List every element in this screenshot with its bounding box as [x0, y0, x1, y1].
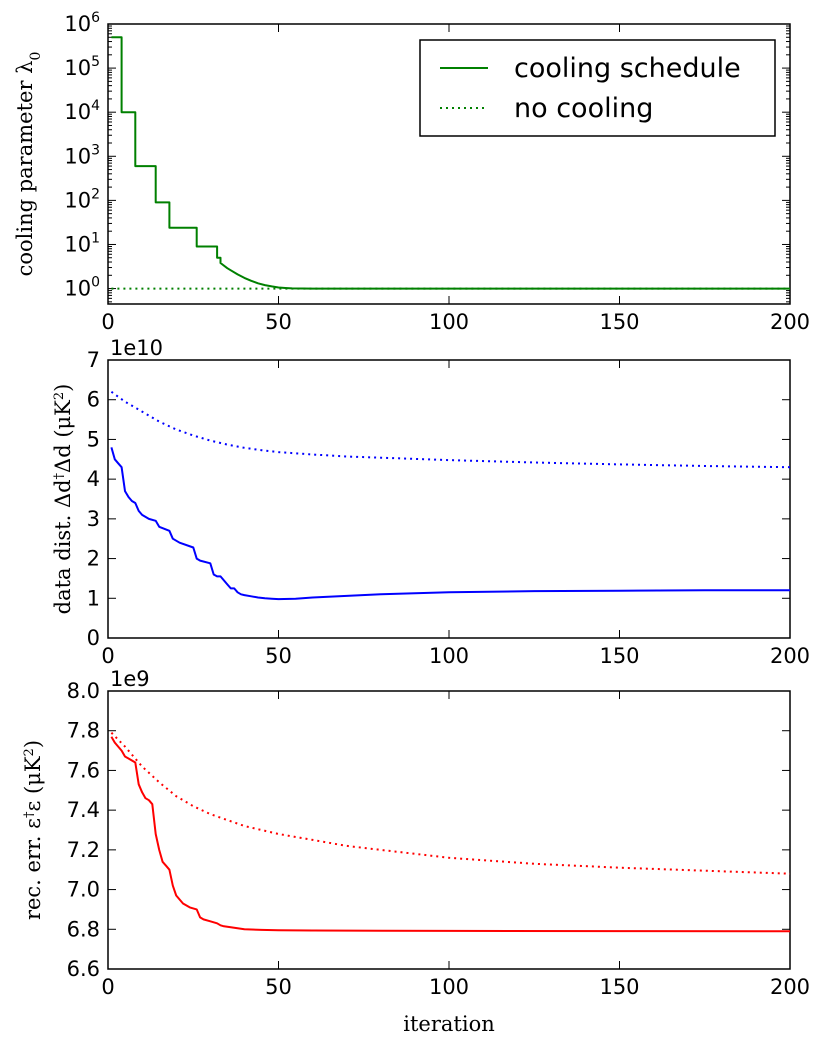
series-line-cooling-schedule: [110, 736, 791, 933]
panel-reconstruction-error: 6.6 6.8 7.0 7.2 7.4 7.6 7.8 8.0 0 50 100 150 200 1e…: [21, 667, 810, 1036]
plot-series-2: [110, 390, 791, 601]
plot-frame-3: [107, 690, 791, 970]
y-tick-label: 102: [64, 186, 100, 212]
y-tick-label: 4: [87, 467, 100, 491]
y-tick-labels-2: 0 1 2 3 4 5 6 7: [87, 348, 100, 650]
y-tick-labels-1: 100 101 102 103 104 105 106: [64, 10, 100, 301]
y-tick-label: 103: [64, 142, 100, 168]
x-tick-label: 200: [770, 310, 810, 334]
y-tick-label: 1: [87, 586, 100, 610]
x-tick-label: 0: [101, 975, 114, 999]
x-tick-label: 150: [599, 975, 639, 999]
series-line-cooling-schedule: [111, 36, 790, 290]
y-tick-label: 6.8: [67, 917, 100, 941]
y-tick-label: 7.6: [67, 758, 100, 782]
x-tick-labels-1: 0 50 100 150 200: [101, 310, 810, 334]
series-line-cooling-schedule: [110, 447, 790, 601]
legend: cooling schedule no cooling: [419, 39, 776, 137]
x-tick-label: 150: [599, 644, 639, 668]
y-tick-labels-3: 6.6 6.8 7.0 7.2 7.4 7.6 7.8 8.0: [67, 679, 100, 981]
y-tick-label: 7.0: [67, 878, 100, 902]
x-tick-label: 50: [265, 310, 292, 334]
x-tick-label: 150: [599, 310, 639, 334]
y-tick-label: 5: [87, 427, 100, 451]
plot-series-1: [111, 36, 790, 290]
y-tick-label: 100: [64, 275, 100, 301]
y-tick-label: 106: [64, 10, 100, 36]
y-tick-label: 6: [87, 388, 100, 412]
y-tick-label: 6.6: [67, 957, 100, 981]
x-tick-label: 0: [101, 644, 114, 668]
y-tick-label: 7: [87, 348, 100, 372]
x-tick-labels-3: 0 50 100 150 200: [101, 975, 810, 999]
x-tick-label: 50: [265, 644, 292, 668]
plot-series-3: [110, 732, 791, 933]
x-axis-label: iteration: [403, 1012, 494, 1036]
x-tick-label: 0: [101, 310, 114, 334]
y-tick-label: 105: [64, 54, 100, 80]
legend-box: [419, 39, 776, 137]
panel-cooling-parameter: 100 101 102 103 104 105 106 0 50 100 150 200 cooli…: [13, 10, 810, 334]
y-tick-label: 7.8: [67, 719, 100, 743]
y-tick-label: 2: [87, 547, 100, 571]
y-tick-label: 3: [87, 507, 100, 531]
y-tick-label: 101: [64, 230, 100, 256]
x-tick-label: 50: [265, 975, 292, 999]
y-axis-label-1: cooling parameter λ0: [13, 52, 44, 277]
x-tick-label: 200: [770, 975, 810, 999]
series-line-no-cooling: [110, 732, 791, 875]
x-tick-label: 100: [429, 644, 469, 668]
x-tick-label: 100: [429, 975, 469, 999]
legend-label-cooling: cooling schedule: [514, 53, 741, 84]
y-tick-label: 0: [87, 626, 100, 650]
plot-ticks-3: [107, 690, 791, 970]
offset-text-2: 1e10: [110, 336, 163, 360]
plot-ticks-2: [107, 359, 791, 639]
y-tick-label: 104: [64, 98, 100, 124]
x-tick-labels-2: 0 50 100 150 200: [101, 644, 810, 668]
x-tick-label: 200: [770, 644, 810, 668]
plot-frame-2: [107, 359, 791, 639]
y-tick-label: 7.2: [67, 838, 100, 862]
y-axis-label-2: data dist. Δd†Δd (μK2): [51, 384, 75, 615]
x-tick-label: 100: [429, 310, 469, 334]
y-tick-label: 8.0: [67, 679, 100, 703]
legend-label-no-cooling: no cooling: [514, 93, 653, 124]
y-tick-label: 7.4: [67, 798, 100, 822]
series-line-no-cooling: [110, 390, 791, 469]
offset-text-3: 1e9: [110, 667, 150, 691]
y-axis-label-3: rec. err. ε†ε (μK2): [21, 740, 45, 920]
panel-data-distance: 0 1 2 3 4 5 6 7 0 50 100 150 200 1e10 data dist. Δd…: [51, 336, 810, 668]
